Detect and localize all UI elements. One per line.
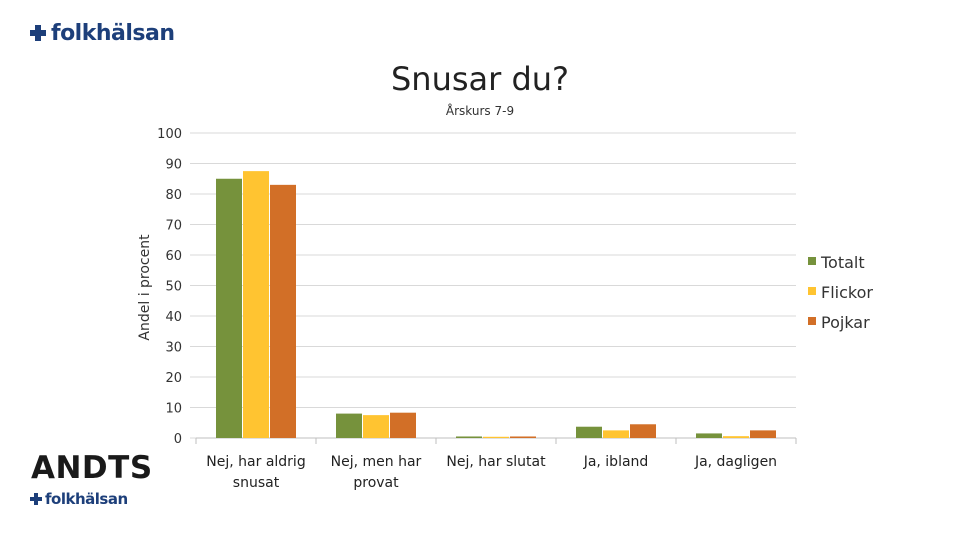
bar-flickor-0 — [243, 171, 269, 438]
legend-label-totalt: Totalt — [820, 253, 865, 272]
folkhalsan-cross-icon-small — [30, 493, 42, 505]
y-tick-label: 70 — [165, 219, 182, 234]
bar-pojkar-1 — [390, 412, 416, 438]
y-tick-label: 60 — [165, 249, 182, 264]
bar-pojkar-0 — [270, 184, 296, 438]
y-axis-title: Andel i procent — [137, 234, 153, 341]
y-tick-label: 20 — [165, 371, 182, 386]
legend-swatch-totalt — [808, 257, 816, 265]
legend-swatch-flickor — [808, 287, 816, 295]
x-category-label: Nej, har slutat — [446, 454, 546, 470]
x-category-label: Nej, men har — [331, 454, 422, 470]
logo-text-bottom: folkhälsan — [45, 490, 128, 508]
y-tick-label: 10 — [165, 402, 182, 417]
bar-pojkar-4 — [750, 430, 776, 438]
folkhalsan-logo-top: folkhälsan — [30, 19, 175, 47]
x-category-label: provat — [353, 475, 399, 491]
x-category-label: Ja, dagligen — [694, 454, 777, 470]
chart-title: Snusar du? — [390, 60, 570, 98]
x-category-label: Ja, ibland — [583, 454, 649, 470]
legend-label-flickor: Flickor — [821, 283, 873, 302]
bar-flickor-3 — [603, 430, 629, 438]
y-tick-label: 0 — [174, 432, 182, 447]
y-tick-label: 80 — [165, 188, 182, 203]
bar-pojkar-3 — [630, 424, 656, 438]
bar-totalt-1 — [336, 413, 362, 438]
y-tick-label: 90 — [165, 158, 182, 173]
bar-flickor-2 — [483, 436, 509, 438]
folkhalsan-logo-bottom: folkhälsan — [30, 490, 128, 508]
bar-totalt-3 — [576, 426, 602, 438]
logo-text-top: folkhälsan — [51, 20, 175, 46]
y-tick-label: 100 — [157, 127, 182, 142]
bar-pojkar-2 — [510, 436, 536, 438]
bar-totalt-2 — [456, 436, 482, 438]
bar-totalt-4 — [696, 433, 722, 438]
x-category-label: Nej, har aldrig — [206, 454, 305, 470]
bar-totalt-0 — [216, 178, 242, 438]
andts-logo: ANDTS — [31, 450, 153, 486]
legend-swatch-pojkar — [808, 317, 816, 325]
x-category-label: snusat — [233, 475, 280, 491]
legend-label-pojkar: Pojkar — [821, 313, 870, 332]
folkhalsan-cross-icon — [30, 25, 46, 41]
bar-flickor-4 — [723, 436, 749, 438]
y-tick-label: 40 — [165, 310, 182, 325]
chart-subtitle: Årskurs 7-9 — [445, 104, 515, 118]
y-tick-label: 30 — [165, 341, 182, 356]
bar-flickor-1 — [363, 415, 389, 438]
y-tick-label: 50 — [165, 280, 182, 295]
